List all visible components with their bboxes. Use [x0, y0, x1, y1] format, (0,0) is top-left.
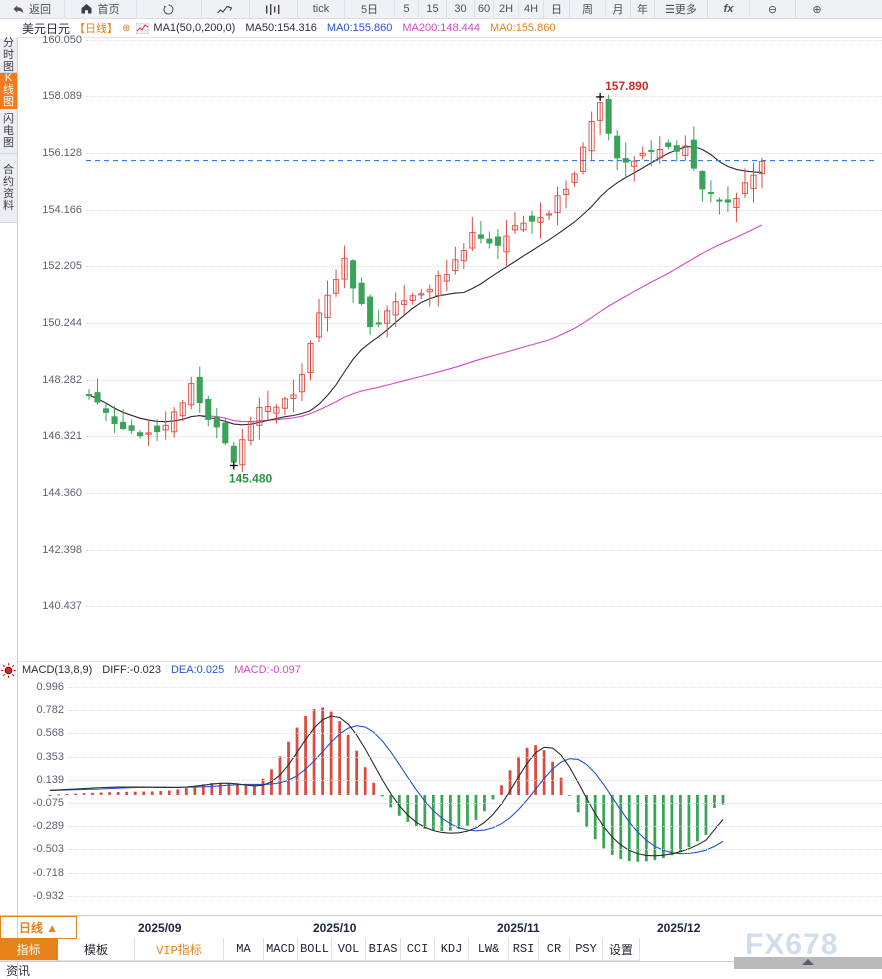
svg-text:145.480: 145.480	[229, 472, 273, 486]
svg-text:157.890: 157.890	[605, 79, 649, 93]
